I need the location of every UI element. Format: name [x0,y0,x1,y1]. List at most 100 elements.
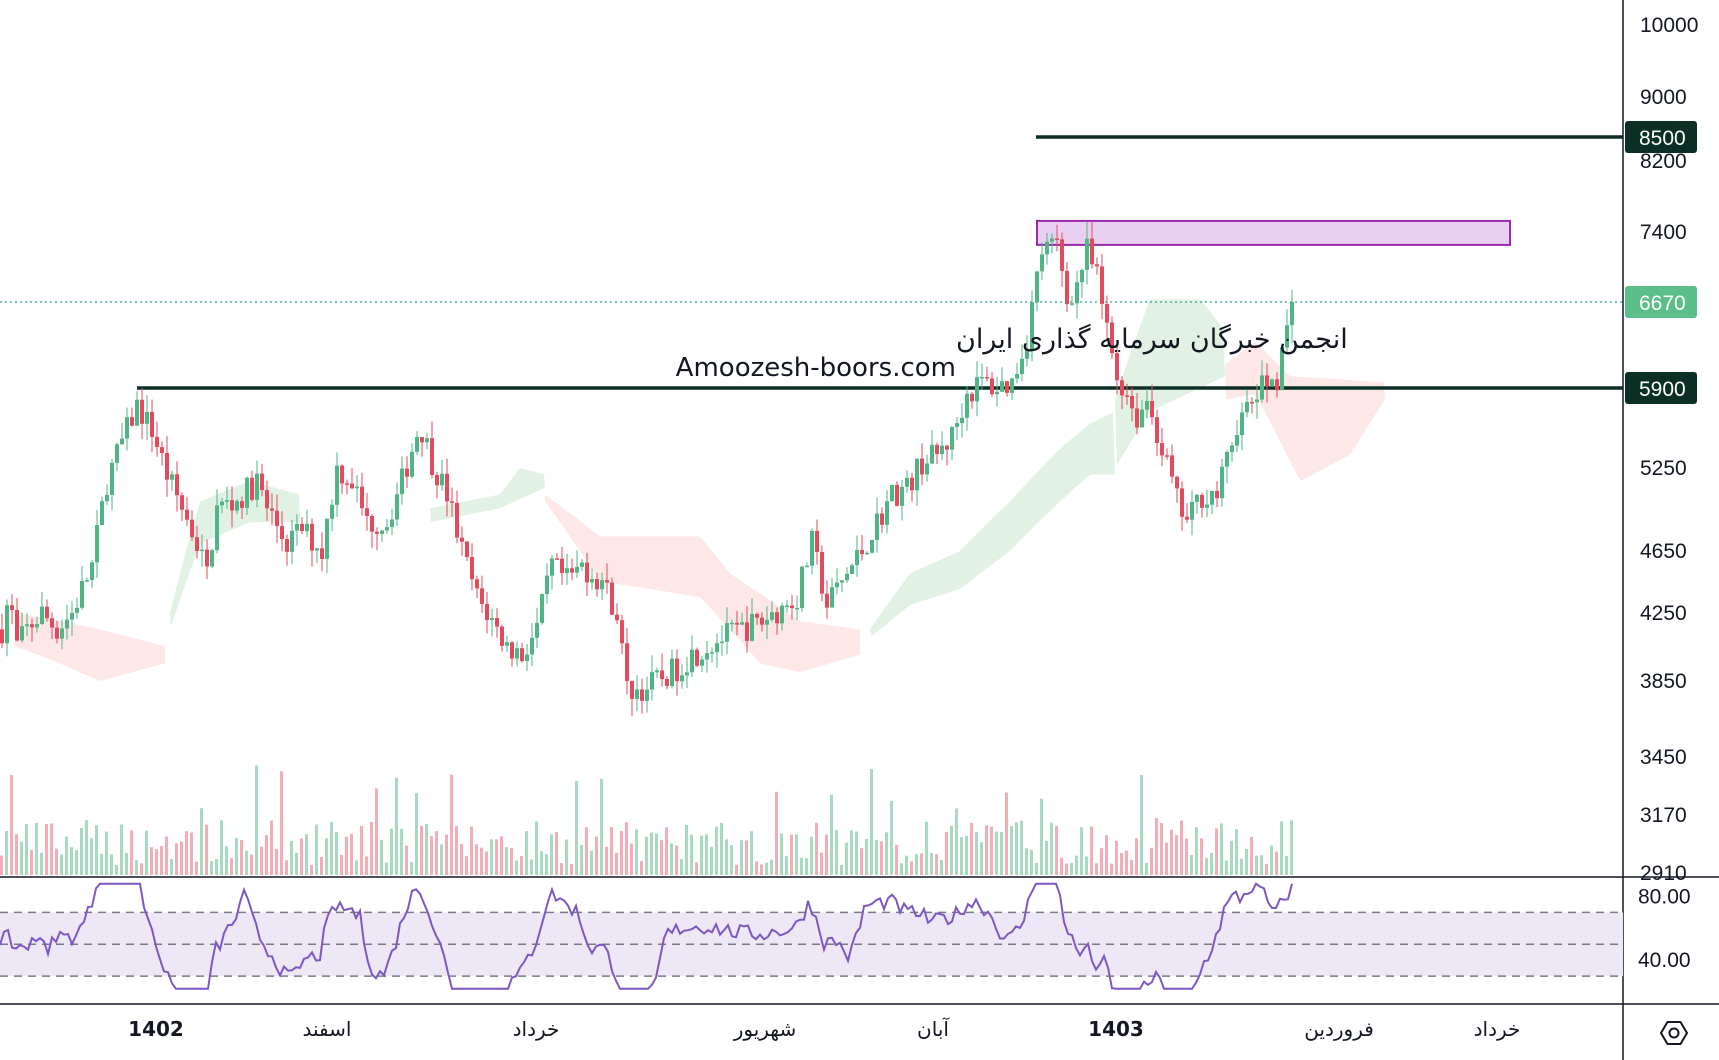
volume-bar-64 [320,857,323,875]
volume-bar-103 [515,860,518,875]
candle-43 [215,489,219,554]
volume-bar-177 [885,832,888,875]
candle-215 [1075,270,1079,319]
candle-166 [830,578,834,608]
candle-155 [775,607,779,635]
time-axis[interactable]: 1402 اسفند خرداد شهریور آبان 1403 فروردین خرداد [128,1016,1520,1041]
candle-224 [1120,376,1124,410]
candle-256 [1280,343,1284,391]
volume-bar-71 [355,860,358,875]
volume-bar-75 [375,788,378,875]
price-tick-3850: 3850 [1640,670,1687,693]
candle-98 [490,608,494,637]
time-label-6: فروردین [1304,1017,1374,1041]
volume-bar-197 [985,825,988,875]
volume-bar-250 [1250,837,1253,875]
volume-bar-196 [980,842,983,875]
candle-160 [800,565,804,613]
volume-bar-51 [255,765,258,875]
candle-29 [145,395,149,441]
volume-bar-130 [650,832,653,875]
candle-248 [1240,402,1244,451]
watermark-url: Amoozesh-boors.com [676,353,956,383]
volume-bar-227 [1135,838,1138,875]
candle-10 [50,612,54,640]
volume-bar-236 [1180,820,1183,875]
candle-14 [70,601,74,636]
volume-bar-102 [510,848,513,875]
candle-52 [260,463,264,497]
hexagon-gear-icon[interactable] [1659,1021,1689,1045]
candle-100 [500,624,504,652]
candle-158 [790,594,794,620]
volume-bar-141 [705,834,708,875]
volume-bar-246 [1230,840,1233,875]
volume-bar-207 [1035,862,1038,875]
candle-137 [685,656,689,688]
candle-204 [1020,344,1024,382]
candle-240 [1200,492,1204,518]
volume-bar-104 [520,855,523,875]
volume-bar-88 [440,844,443,875]
candle-78 [390,508,394,536]
volume-bar-26 [130,830,133,875]
price-tick-7400: 7400 [1640,221,1687,244]
candle-179 [895,481,899,507]
resistance-zone-layer [1036,219,1511,246]
candle-96 [480,575,484,613]
candle-46 [230,486,234,528]
volume-bar-41 [205,824,208,875]
candle-108 [540,593,544,625]
volume-bar-86 [430,836,433,875]
volume-bar-243 [1215,828,1218,875]
time-label-7: خرداد [1474,1017,1521,1041]
candle-244 [1220,459,1224,507]
volume-bar-194 [970,822,973,875]
price-marker-5900: 5900 [1625,372,1697,404]
candle-129 [645,676,649,713]
volume-bar-221 [1105,835,1108,875]
volume-bar-183 [915,854,918,875]
volume-bar-85 [425,824,428,875]
candle-89 [445,458,449,517]
volume-bar-242 [1210,853,1213,875]
candle-140 [700,655,704,672]
volume-bar-168 [840,864,843,875]
candle-85 [425,432,429,450]
volume-bar-252 [1260,855,1263,875]
candle-63 [315,548,319,563]
volume-bar-28 [140,863,143,875]
candle-231 [1155,409,1159,457]
volume-bar-97 [485,851,488,875]
candle-23 [115,442,119,472]
volume-bar-22 [110,854,113,875]
price-tick-5250: 5250 [1640,457,1687,480]
candle-6 [30,618,34,642]
candle-40 [200,534,204,567]
candle-12 [60,619,64,650]
candle-54 [270,493,274,526]
volume-bar-240 [1200,838,1203,875]
volume-bar-182 [910,861,913,875]
candle-172 [860,534,864,561]
volume-bar-73 [365,856,368,875]
candle-51 [255,460,259,508]
candle-198 [990,371,994,397]
volume-bar-40 [200,808,203,875]
price-axis[interactable]: 10000 9000 8200 7400 5250 4650 4250 3850 3450 317… [1640,14,1698,885]
candle-83 [415,431,419,456]
candle-122 [610,577,614,616]
candle-174 [870,539,874,554]
candle-188 [940,431,944,461]
volume-bar-108 [540,851,543,875]
candle-74 [370,513,374,549]
cloud-red-1 [545,494,860,673]
volume-bar-12 [60,854,63,875]
volume-bar-8 [40,852,43,875]
volume-bar-230 [1150,847,1153,875]
horizontal-lines [0,135,1623,390]
volume-bar-63 [315,824,318,875]
volume-bar-58 [290,840,293,875]
volume-bar-80 [400,828,403,875]
